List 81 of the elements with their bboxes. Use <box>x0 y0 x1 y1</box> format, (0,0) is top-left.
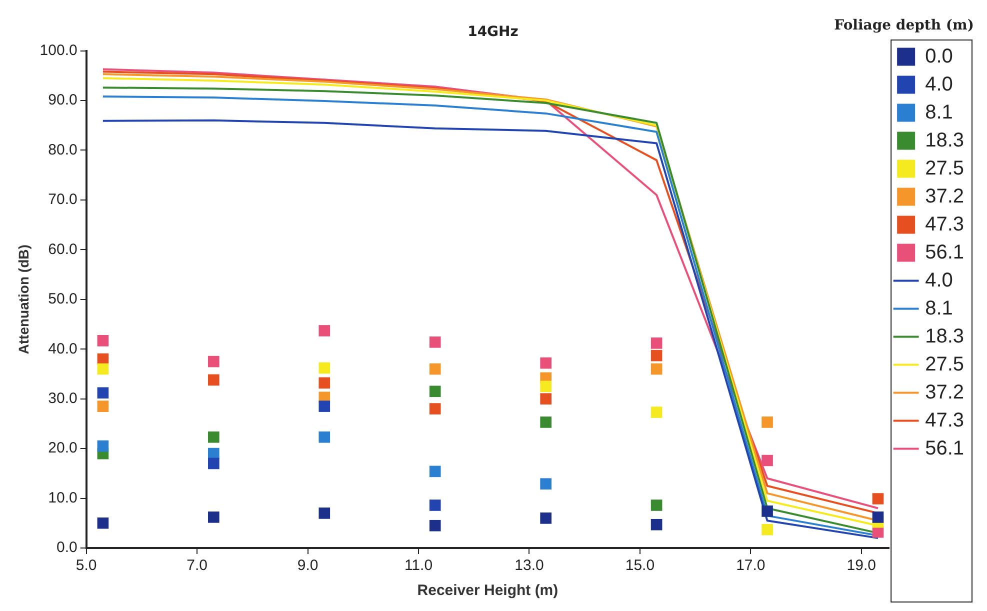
point <box>762 506 773 517</box>
x-tick-label: 11.0 <box>404 557 433 574</box>
legend-label: 18.3 <box>925 325 964 348</box>
x-tick-label: 19.0 <box>846 557 876 574</box>
point <box>429 386 441 398</box>
legend-label: 56.1 <box>925 437 964 460</box>
legend-label: 27.5 <box>925 157 964 180</box>
point <box>762 454 773 466</box>
point <box>650 518 662 530</box>
point <box>429 500 441 511</box>
legend-label: 37.2 <box>925 185 964 208</box>
point <box>540 393 552 404</box>
point <box>762 416 773 428</box>
legend-label: 8.1 <box>925 297 953 320</box>
x-tick-label: 15.0 <box>625 557 655 574</box>
point <box>318 508 330 519</box>
y-tick-label: 50.0 <box>48 290 78 308</box>
point <box>429 520 441 532</box>
y-tick-label: 30.0 <box>48 390 78 407</box>
legend-label: 27.5 <box>925 353 964 376</box>
point <box>318 431 330 443</box>
x-tick-label: 5.0 <box>76 557 97 574</box>
point <box>97 400 109 412</box>
x-tick-label: 17.0 <box>736 557 766 574</box>
legend-label: 37.2 <box>925 381 964 404</box>
x-tick-label: 7.0 <box>186 557 208 574</box>
point <box>429 403 441 414</box>
point <box>97 517 109 529</box>
chart-title: 14GHz <box>468 24 518 40</box>
point <box>208 356 220 368</box>
y-tick-label: 20.0 <box>48 440 78 457</box>
point <box>97 387 109 399</box>
point <box>97 363 109 375</box>
legend-label: 0.0 <box>925 45 953 68</box>
legend-label: 47.3 <box>925 213 964 236</box>
point <box>540 512 552 524</box>
point <box>872 512 884 523</box>
legend-label: 4.0 <box>925 73 953 96</box>
y-tick-label: 90.0 <box>48 92 78 109</box>
x-tick-label: 9.0 <box>297 557 318 574</box>
point <box>872 493 884 504</box>
legend-label: 8.1 <box>925 101 953 124</box>
y-tick-label: 100.0 <box>40 42 78 59</box>
y-tick-label: 80.0 <box>48 141 78 158</box>
legend-label: 47.3 <box>925 409 964 432</box>
point <box>540 416 552 428</box>
y-axis-title: Attenuation (dB) <box>15 244 32 354</box>
point <box>650 350 662 362</box>
point <box>208 374 220 386</box>
x-tick-label: 13.0 <box>514 557 544 574</box>
legend-label: 18.3 <box>925 129 964 152</box>
point <box>650 500 662 511</box>
point <box>208 431 220 443</box>
legend-label: 4.0 <box>925 269 953 292</box>
point <box>208 448 220 460</box>
point <box>97 440 109 452</box>
point <box>540 380 552 392</box>
point <box>318 400 330 412</box>
point <box>318 325 330 336</box>
point <box>429 466 441 478</box>
legend-title: Foliage depth (m) <box>834 18 974 34</box>
y-tick-label: 10.0 <box>48 489 78 506</box>
point <box>208 512 220 523</box>
point <box>97 335 109 346</box>
point <box>540 357 552 369</box>
point <box>318 362 330 374</box>
point <box>429 336 441 348</box>
point <box>540 478 552 490</box>
point <box>429 363 441 375</box>
y-tick-label: 70.0 <box>48 191 78 208</box>
point <box>650 337 662 349</box>
x-axis-title: Receiver Height (m) <box>417 582 558 600</box>
point <box>650 406 662 418</box>
y-tick-label: 0.0 <box>56 539 78 556</box>
point <box>762 524 773 536</box>
point <box>318 377 330 389</box>
y-tick-label: 40.0 <box>48 340 78 358</box>
y-tick-label: 60.0 <box>48 240 78 258</box>
point <box>650 363 662 375</box>
point <box>208 458 220 470</box>
legend-label: 56.1 <box>925 241 964 264</box>
